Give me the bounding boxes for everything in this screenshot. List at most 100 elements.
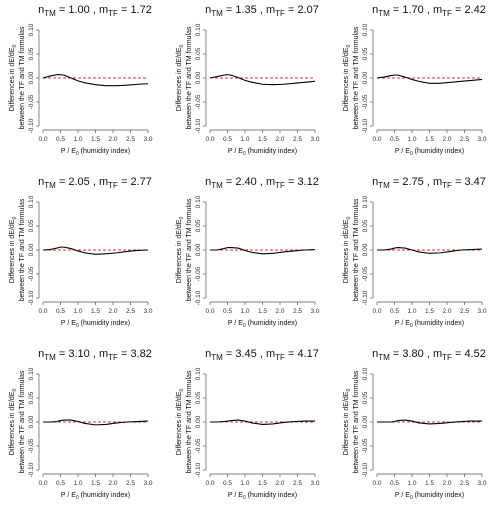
y-tick-label: -0.10 [195, 118, 202, 133]
y-tick-label: 0.00 [28, 243, 35, 256]
x-tick-label: 1.0 [73, 136, 82, 143]
x-tick-label: 2.5 [126, 136, 135, 143]
x-tick-label: 1.5 [425, 480, 434, 487]
x-tick-label: 1.5 [91, 480, 100, 487]
y-tick-label: 0.05 [28, 47, 35, 60]
x-tick-label: 0.5 [223, 136, 232, 143]
y-tick-label: 0.10 [28, 367, 35, 380]
y-tick-label: 0.10 [362, 367, 369, 380]
panel-title: nTM = 2.40 , mTF = 3.12 [205, 176, 319, 190]
x-tick-label: 0.5 [56, 308, 65, 315]
y-tick-label: -0.05 [28, 266, 35, 281]
y-tick-label: 0.05 [195, 391, 202, 404]
x-tick-label: 1.0 [240, 480, 249, 487]
y-tick-label: 0.00 [28, 415, 35, 428]
y-tick-label: 0.05 [195, 219, 202, 232]
panel-title: nTM = 3.80 , mTF = 4.52 [372, 348, 486, 362]
x-axis-label: P / E0 (humidity index) [228, 148, 297, 157]
x-tick-label: 0.0 [372, 480, 381, 487]
x-tick-label: 0.5 [390, 308, 399, 315]
y-axis-label: Differences in dE/dE0between the TF and … [176, 370, 193, 473]
chart-panel-3: nTM = 1.70 , mTF = 2.42 -0.10 -0.05 0.00 0.0… [343, 4, 487, 157]
x-axis-label: P / E0 (humidity index) [61, 148, 130, 157]
x-tick-label: 2.0 [275, 308, 284, 315]
y-tick-label: 0.00 [362, 243, 369, 256]
x-tick-label: 2.5 [460, 308, 469, 315]
x-tick-label: 0.0 [38, 480, 47, 487]
x-axis-label: P / E0 (humidity index) [228, 320, 297, 329]
y-axis-label: Differences in dE/dE0between the TF and … [9, 26, 26, 129]
y-tick-label: -0.05 [28, 94, 35, 109]
panel-title: nTM = 2.05 , mTF = 2.77 [38, 176, 152, 190]
y-tick-label: -0.10 [28, 462, 35, 477]
x-tick-label: 3.0 [477, 136, 486, 143]
y-tick-label: -0.05 [362, 266, 369, 281]
panel-title: nTM = 2.75 , mTF = 3.47 [372, 176, 486, 190]
y-axis-label: Differences in dE/dE0between the TF and … [176, 26, 193, 129]
series-line [42, 74, 149, 87]
x-tick-label: 2.0 [108, 480, 117, 487]
panel-title: nTM = 3.10 , mTF = 3.82 [38, 348, 152, 362]
x-tick-label: 1.5 [91, 136, 100, 143]
y-tick-label: -0.05 [362, 438, 369, 453]
y-tick-label: -0.10 [362, 290, 369, 305]
x-tick-label: 0.0 [372, 308, 381, 315]
series-line [376, 74, 483, 84]
x-tick-label: 0.0 [205, 480, 214, 487]
y-tick-label: 0.10 [28, 195, 35, 208]
y-tick-label: -0.05 [195, 266, 202, 281]
series-line [209, 74, 316, 86]
x-tick-label: 1.5 [425, 308, 434, 315]
x-tick-label: 3.0 [143, 308, 152, 315]
x-tick-label: 0.0 [205, 308, 214, 315]
x-axis-label: P / E0 (humidity index) [395, 148, 464, 157]
x-tick-label: 0.5 [390, 480, 399, 487]
y-axis-label: Differences in dE/dE0between the TF and … [343, 370, 360, 473]
y-tick-label: 0.10 [195, 367, 202, 380]
panel-title: nTM = 1.70 , mTF = 2.42 [372, 4, 486, 18]
x-tick-label: 1.0 [407, 136, 416, 143]
y-tick-label: 0.00 [195, 71, 202, 84]
x-tick-label: 2.5 [126, 480, 135, 487]
x-tick-label: 0.5 [223, 308, 232, 315]
x-tick-label: 1.0 [240, 136, 249, 143]
x-tick-label: 0.0 [38, 308, 47, 315]
y-axis-label: Differences in dE/dE0between the TF and … [9, 370, 26, 473]
x-tick-label: 1.0 [240, 308, 249, 315]
x-tick-label: 0.5 [56, 136, 65, 143]
y-tick-label: -0.05 [195, 94, 202, 109]
x-tick-label: 3.0 [310, 136, 319, 143]
chart-panel-8: nTM = 3.45 , mTF = 4.17 -0.10 -0.05 0.00 0.0… [176, 348, 320, 501]
x-tick-label: 1.5 [258, 308, 267, 315]
x-tick-label: 3.0 [143, 480, 152, 487]
y-tick-label: -0.05 [195, 438, 202, 453]
y-tick-label: 0.10 [28, 23, 35, 36]
series-line [210, 419, 315, 425]
y-tick-label: -0.10 [362, 118, 369, 133]
series-line [43, 419, 149, 426]
x-axis-label: P / E0 (humidity index) [61, 320, 130, 329]
x-tick-label: 1.0 [407, 308, 416, 315]
x-tick-label: 3.0 [477, 308, 486, 315]
x-tick-label: 2.0 [108, 136, 117, 143]
y-tick-label: 0.05 [362, 219, 369, 232]
x-tick-label: 0.0 [372, 136, 381, 143]
x-tick-label: 1.0 [73, 308, 82, 315]
panel-title: nTM = 1.35 , mTF = 2.07 [205, 4, 319, 18]
y-tick-label: 0.10 [362, 23, 369, 36]
x-tick-label: 1.5 [425, 136, 434, 143]
x-tick-label: 2.0 [442, 136, 451, 143]
y-tick-label: 0.05 [28, 219, 35, 232]
x-tick-label: 0.0 [38, 136, 47, 143]
x-axis-label: P / E0 (humidity index) [395, 492, 464, 501]
x-tick-label: 2.5 [126, 308, 135, 315]
y-tick-label: 0.05 [195, 47, 202, 60]
x-tick-label: 2.5 [293, 136, 302, 143]
x-tick-label: 0.5 [56, 480, 65, 487]
chart-panel-7: nTM = 3.10 , mTF = 3.82 -0.10 -0.05 0.00 0.0… [9, 348, 153, 501]
y-tick-label: 0.00 [28, 71, 35, 84]
chart-panel-2: nTM = 1.35 , mTF = 2.07 -0.10 -0.05 0.00 0.0… [176, 4, 320, 157]
y-tick-label: 0.00 [195, 415, 202, 428]
x-axis-label: P / E0 (humidity index) [395, 320, 464, 329]
